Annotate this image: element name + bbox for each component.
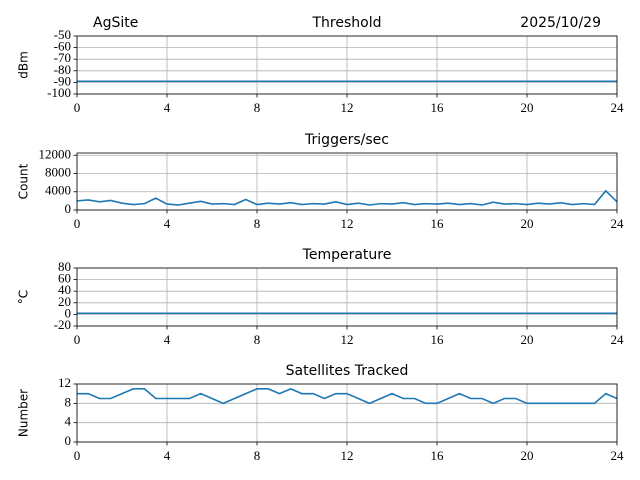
plot-frame xyxy=(76,152,618,211)
x-tick-label: 24 xyxy=(611,332,625,347)
x-tick-label: 20 xyxy=(521,216,534,231)
x-tick-label: 20 xyxy=(521,100,534,115)
y-tick-label: -50 xyxy=(54,27,71,42)
y-tick-label: -90 xyxy=(54,73,71,88)
y-tick-label: 60 xyxy=(58,271,71,286)
y-tick-label: 0 xyxy=(65,305,72,320)
y-axis-label: Count xyxy=(17,163,31,199)
date-label: 2025/10/29 xyxy=(520,15,601,31)
chart-title: Threshold xyxy=(312,15,382,31)
y-tick-label: 12000 xyxy=(39,146,72,161)
y-tick-label: 8000 xyxy=(45,165,71,180)
y-axis-label: dBm xyxy=(17,51,31,79)
y-axis-label: Number xyxy=(17,389,31,437)
x-tick-label: 4 xyxy=(164,448,171,463)
x-tick-label: 0 xyxy=(74,448,81,463)
x-tick-label: 8 xyxy=(254,332,261,347)
y-tick-label: 20 xyxy=(58,294,71,309)
x-tick-label: 12 xyxy=(341,332,354,347)
data-line xyxy=(77,387,618,405)
x-tick-label: 4 xyxy=(164,332,171,347)
site-label: AgSite xyxy=(93,15,138,31)
x-tick-label: 0 xyxy=(74,216,81,231)
x-tick-label: 16 xyxy=(431,332,445,347)
x-tick-label: 12 xyxy=(341,100,354,115)
plot-frame xyxy=(76,267,618,327)
y-tick-label: -80 xyxy=(54,62,71,77)
plot-frame xyxy=(76,383,618,443)
x-tick-label: 16 xyxy=(431,216,445,231)
x-tick-label: 16 xyxy=(431,448,445,463)
x-tick-label: 24 xyxy=(611,448,625,463)
y-tick-label: 12 xyxy=(58,375,71,390)
x-tick-label: 4 xyxy=(164,216,171,231)
x-tick-label: 24 xyxy=(611,100,625,115)
y-tick-label: -60 xyxy=(54,39,71,54)
y-tick-label: -70 xyxy=(54,50,71,65)
y-tick-label: 80 xyxy=(58,259,71,274)
x-tick-label: 8 xyxy=(254,100,261,115)
y-tick-label: 4000 xyxy=(45,183,71,198)
plot-frame xyxy=(76,35,618,95)
chart-title: Satellites Tracked xyxy=(286,363,409,379)
y-tick-label: 0 xyxy=(65,201,72,216)
x-tick-label: 20 xyxy=(521,448,534,463)
x-tick-label: 0 xyxy=(74,332,81,347)
x-tick-label: 8 xyxy=(254,448,261,463)
x-tick-label: 8 xyxy=(254,216,261,231)
y-tick-label: -20 xyxy=(54,317,71,332)
data-line xyxy=(76,189,618,206)
y-tick-label: 40 xyxy=(58,282,71,297)
x-tick-label: 4 xyxy=(164,100,171,115)
x-tick-label: 20 xyxy=(521,332,534,347)
y-axis-label: °C xyxy=(17,290,31,304)
x-tick-label: 0 xyxy=(74,100,81,115)
y-tick-label: 4 xyxy=(65,414,72,429)
x-tick-label: 12 xyxy=(341,216,354,231)
y-tick-label: 8 xyxy=(65,394,72,409)
y-tick-label: -100 xyxy=(47,85,71,100)
chart-title: Triggers/sec xyxy=(304,132,389,148)
x-tick-label: 16 xyxy=(431,100,445,115)
x-tick-label: 12 xyxy=(341,448,354,463)
chart-title: Temperature xyxy=(302,247,392,263)
x-tick-label: 24 xyxy=(611,216,625,231)
y-tick-label: 0 xyxy=(65,433,72,448)
